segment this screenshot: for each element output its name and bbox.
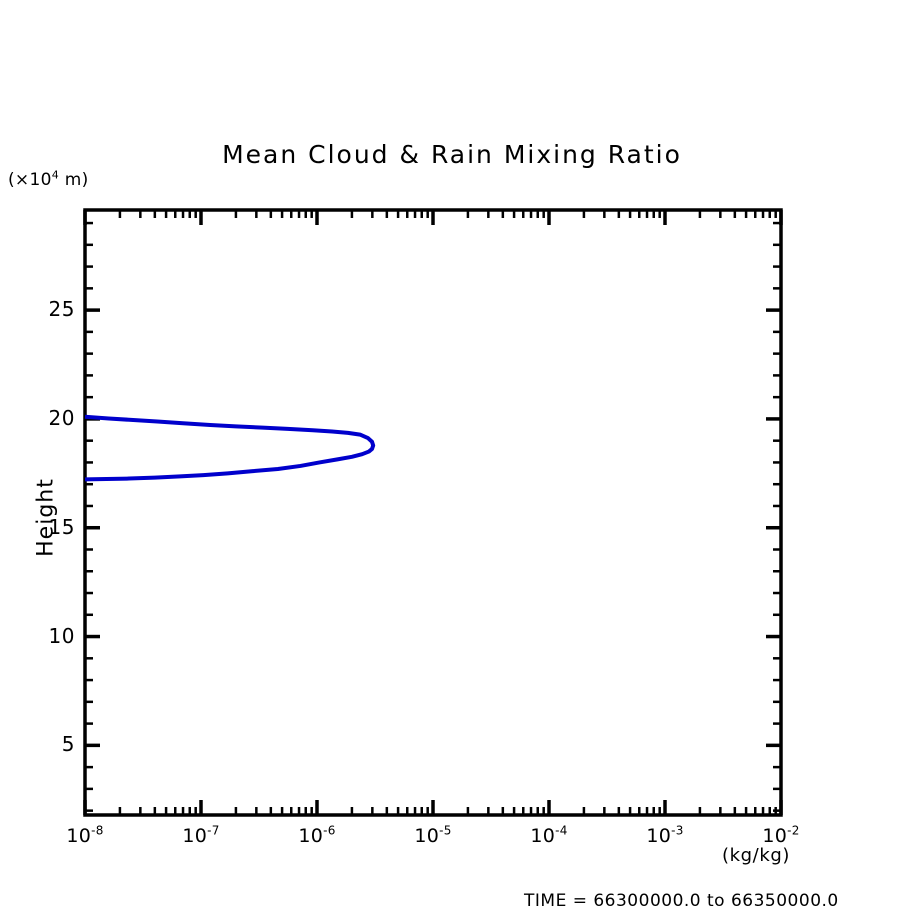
x-tick-exponent: -6 bbox=[323, 823, 336, 838]
x-tick-label: 10-7 bbox=[166, 825, 236, 847]
x-tick-exponent: -5 bbox=[439, 823, 452, 838]
x-tick-exponent: -3 bbox=[671, 823, 684, 838]
x-tick-exponent: -4 bbox=[555, 823, 568, 838]
x-tick-label: 10-6 bbox=[282, 825, 352, 847]
x-tick-mantissa: 10 bbox=[414, 825, 440, 847]
x-tick-mantissa: 10 bbox=[762, 825, 788, 847]
data-line bbox=[84, 414, 376, 482]
x-tick-label: 10-4 bbox=[514, 825, 584, 847]
y-unit-suffix: m) bbox=[59, 170, 89, 190]
x-tick-label: 10-5 bbox=[398, 825, 468, 847]
x-tick-label: 10-3 bbox=[630, 825, 700, 847]
axis-ticks bbox=[83, 210, 783, 815]
page-title: Mean Cloud & Rain Mixing Ratio bbox=[222, 140, 682, 169]
y-tick-label: 20 bbox=[48, 405, 75, 430]
time-range-annotation: TIME = 66300000.0 to 66350000.0 bbox=[524, 891, 839, 911]
y-unit-exponent: 4 bbox=[51, 168, 60, 182]
plot-border bbox=[83, 208, 783, 817]
y-tick-label: 25 bbox=[48, 297, 75, 322]
x-tick-mantissa: 10 bbox=[66, 825, 92, 847]
y-tick-label: 10 bbox=[48, 623, 75, 648]
x-tick-exponent: -7 bbox=[207, 823, 220, 838]
y-tick-label: 15 bbox=[48, 514, 75, 539]
data-series-group bbox=[84, 414, 376, 482]
x-tick-mantissa: 10 bbox=[182, 825, 208, 847]
y-tick-label: 5 bbox=[61, 732, 75, 757]
x-tick-exponent: -2 bbox=[787, 823, 800, 838]
x-axis-unit-label: (kg/kg) bbox=[722, 845, 791, 866]
x-tick-mantissa: 10 bbox=[530, 825, 556, 847]
x-tick-mantissa: 10 bbox=[298, 825, 324, 847]
y-unit-prefix: (×10 bbox=[8, 170, 52, 190]
x-tick-label: 10-2 bbox=[746, 825, 816, 847]
axes-frame bbox=[83, 208, 783, 817]
x-tick-mantissa: 10 bbox=[646, 825, 672, 847]
x-tick-label: 10-8 bbox=[50, 825, 120, 847]
x-tick-exponent: -8 bbox=[91, 823, 104, 838]
y-axis-unit-label: (×104 m) bbox=[8, 168, 89, 190]
